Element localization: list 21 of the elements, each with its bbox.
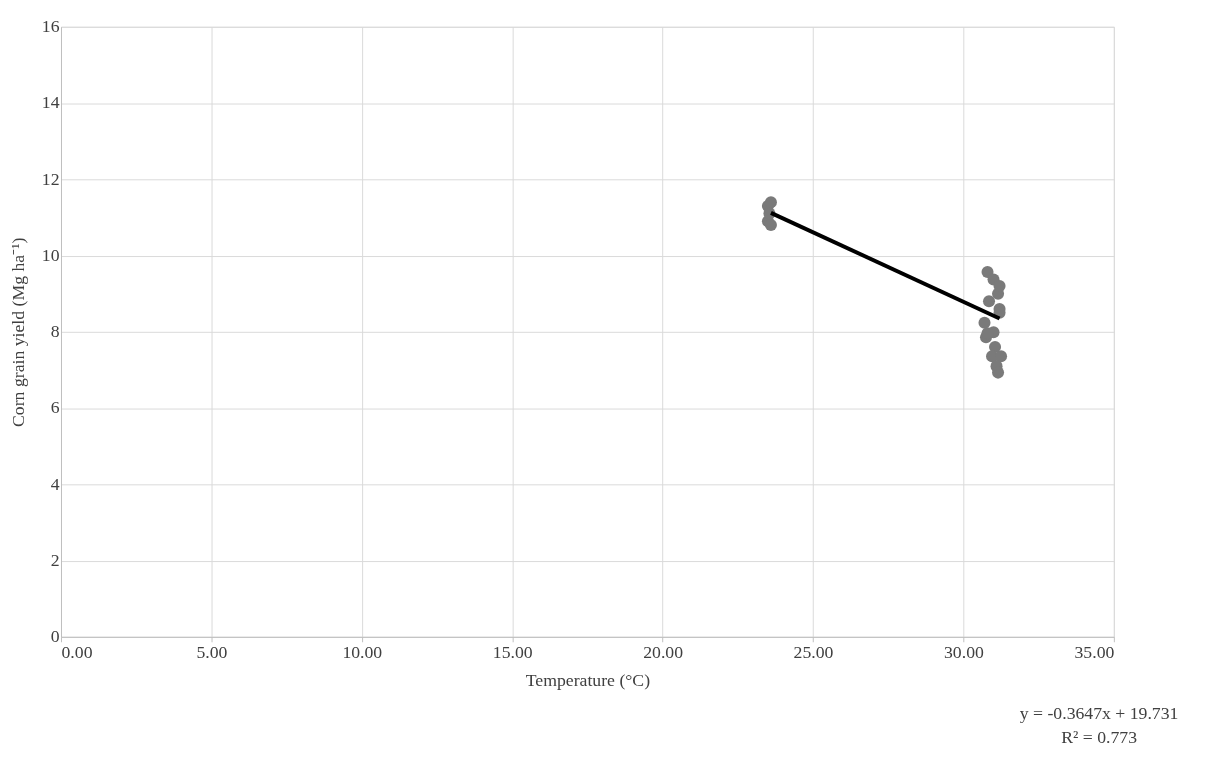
x-tick-label: 30.00	[944, 642, 984, 662]
x-tick-label: 10.00	[342, 642, 383, 662]
y-tick-label: 8	[50, 321, 60, 342]
x-tick-label: 5.00	[196, 642, 228, 662]
text: y = -0.3647x + 19.731	[1019, 703, 1179, 724]
y-tick-label: 12	[41, 168, 60, 189]
x-tick-label: 25.00	[793, 642, 834, 662]
y-tick-label: 6	[50, 397, 60, 418]
y-tick-label: 0	[50, 626, 60, 647]
y-tick-label: 14	[41, 92, 60, 113]
y-axis-title: Corn grain yield (Mg ha⁻¹)	[8, 237, 29, 427]
x-tick-label: 15.00	[492, 642, 533, 662]
x-axis-title: Temperature (°C)	[525, 669, 651, 690]
y-tick-label: 16	[41, 16, 60, 37]
x-tick-label: 35.00	[1074, 642, 1115, 662]
y-tick-label: 2	[50, 550, 60, 570]
y-tick-label: 4	[50, 473, 60, 494]
y-tick-label: 10	[41, 244, 60, 265]
text: R² = 0.773	[1061, 727, 1138, 748]
x-tick-label: 0.00	[61, 642, 93, 662]
x-tick-label: 20.00	[643, 642, 684, 662]
